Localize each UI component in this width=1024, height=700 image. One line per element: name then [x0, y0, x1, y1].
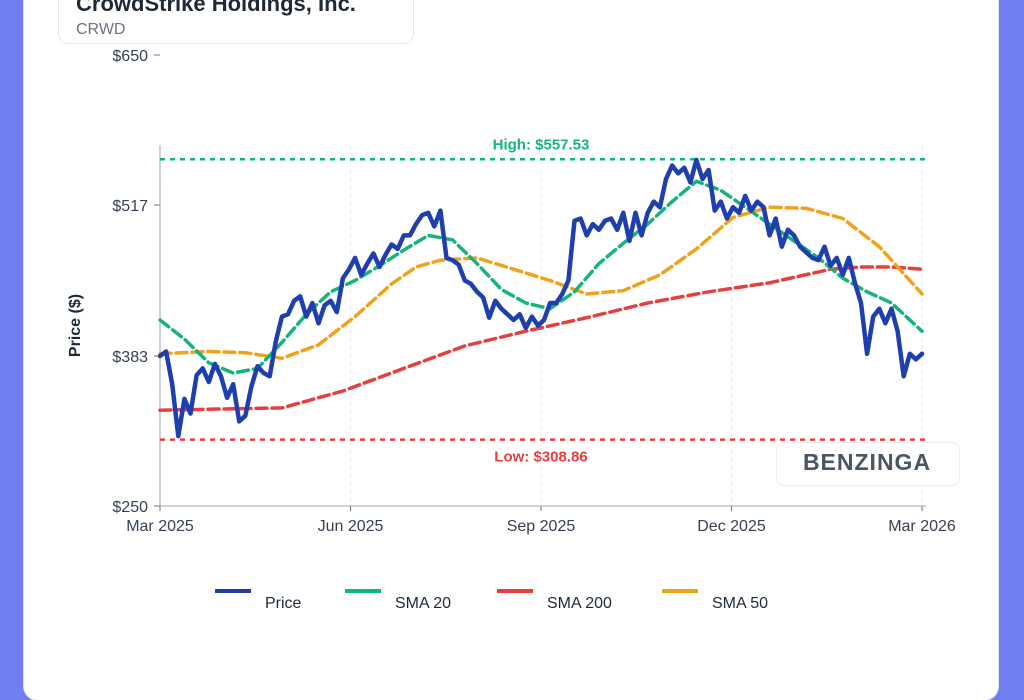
chart-card [24, 0, 998, 700]
high-label: High: $557.53 [493, 136, 590, 153]
watermark-logo: BENZINGA [802, 449, 932, 475]
legend-label-sma-200: SMA 200 [547, 595, 612, 612]
sma-50-line [158, 205, 924, 361]
legend-label-sma-20: SMA 20 [395, 595, 451, 612]
reference-lines: High: $557.53 Low: $308.86 [160, 136, 926, 466]
ticker-symbol: CRWD [76, 21, 126, 38]
price-chart: High: $557.53 Low: $308.86 Mar 2025 Jun 20… [67, 48, 956, 612]
y-tick-label: $383 [112, 349, 148, 366]
y-tick-label: $650 [112, 48, 148, 65]
company-header [58, 0, 414, 44]
x-tick-label: Dec 2025 [697, 518, 766, 535]
y-tick-label: $250 [112, 499, 148, 516]
y-axis-title: Price ($) [67, 294, 84, 357]
axis-labels: Mar 2025 Jun 2025 Sep 2025 Dec 2025 Mar 2026… [67, 48, 956, 535]
axes [154, 54, 926, 511]
x-tick-label: Mar 2026 [888, 518, 956, 535]
x-tick-label: Sep 2025 [507, 518, 576, 535]
y-tick-label: $517 [112, 198, 148, 215]
sma-20-line [158, 179, 924, 375]
legend-label-price: Price [265, 595, 302, 612]
x-tick-label: Mar 2025 [126, 518, 194, 535]
low-label: Low: $308.86 [494, 449, 587, 466]
series [157, 157, 925, 439]
price-line [157, 157, 925, 439]
legend: Price SMA 20 SMA 200 SMA 50 [215, 589, 768, 612]
legend-label-sma-50: SMA 50 [712, 595, 768, 612]
company-name: CrowdStrike Holdings, Inc. [76, 0, 356, 16]
watermark-box [776, 442, 960, 486]
x-tick-label: Jun 2025 [318, 518, 384, 535]
